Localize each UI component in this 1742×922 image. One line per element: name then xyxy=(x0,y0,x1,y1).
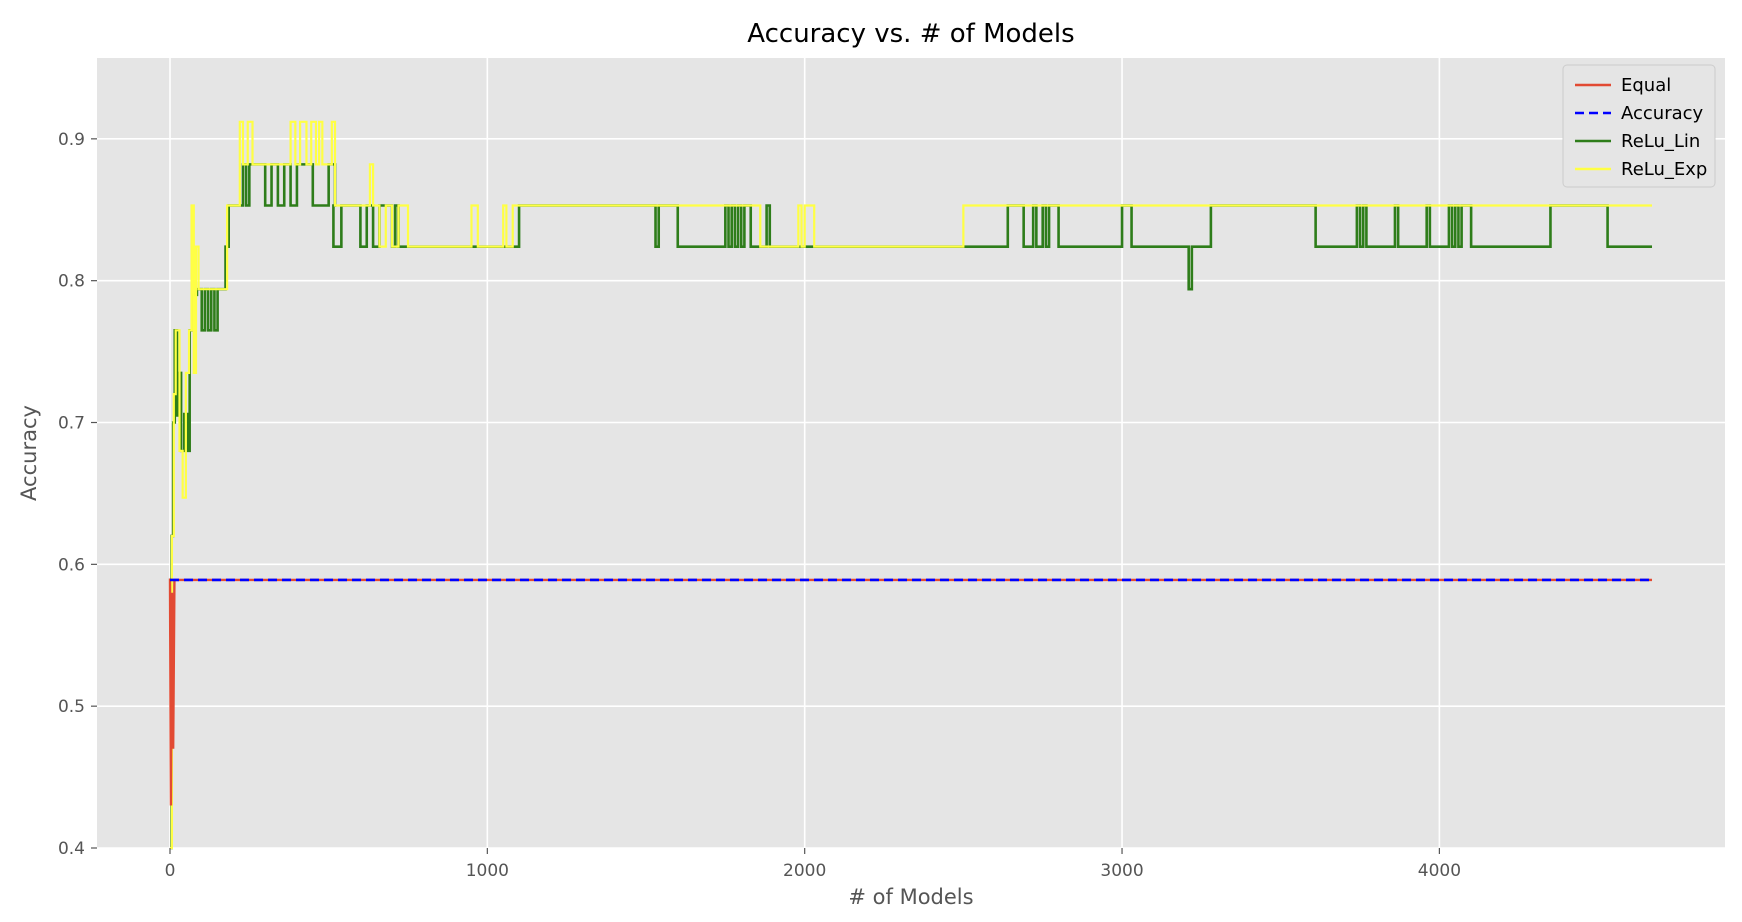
y-tick-label: 0.6 xyxy=(58,555,85,575)
x-tick-label: 0 xyxy=(165,861,176,881)
chart-title: Accuracy vs. # of Models xyxy=(747,19,1074,49)
series-line-equal xyxy=(168,578,1653,806)
legend: Equal Accuracy ReLu_Lin ReLu_Exp xyxy=(1562,64,1716,188)
x-tick-label: 3000 xyxy=(1100,861,1143,881)
legend-box xyxy=(1562,64,1716,188)
legend-label-relu-lin: ReLu_Lin xyxy=(1621,131,1700,152)
series-layer xyxy=(168,120,1653,850)
y-axis-label: Accuracy xyxy=(17,405,41,501)
series-line-relu-lin xyxy=(169,163,1653,850)
x-tick-label: 1000 xyxy=(466,861,509,881)
tick-labels: 0 1000 2000 3000 4000 0.4 0.5 0.6 0.7 0.8 0.9 xyxy=(58,130,1461,881)
legend-label-accuracy: Accuracy xyxy=(1621,103,1704,124)
grid-lines xyxy=(97,58,1725,849)
legend-label-equal: Equal xyxy=(1621,75,1671,96)
x-tick-label: 4000 xyxy=(1418,861,1461,881)
legend-label-relu-exp: ReLu_Exp xyxy=(1621,159,1707,180)
y-tick-label: 0.4 xyxy=(58,839,85,859)
y-tick-label: 0.7 xyxy=(58,414,85,434)
x-axis-label: # of Models xyxy=(848,885,973,909)
y-tick-label: 0.8 xyxy=(58,272,85,292)
series-line-relu-exp xyxy=(169,120,1653,850)
y-tick-label: 0.9 xyxy=(58,130,85,150)
x-tick-label: 2000 xyxy=(783,861,826,881)
y-tick-label: 0.5 xyxy=(58,697,85,717)
plot-area xyxy=(97,58,1725,848)
